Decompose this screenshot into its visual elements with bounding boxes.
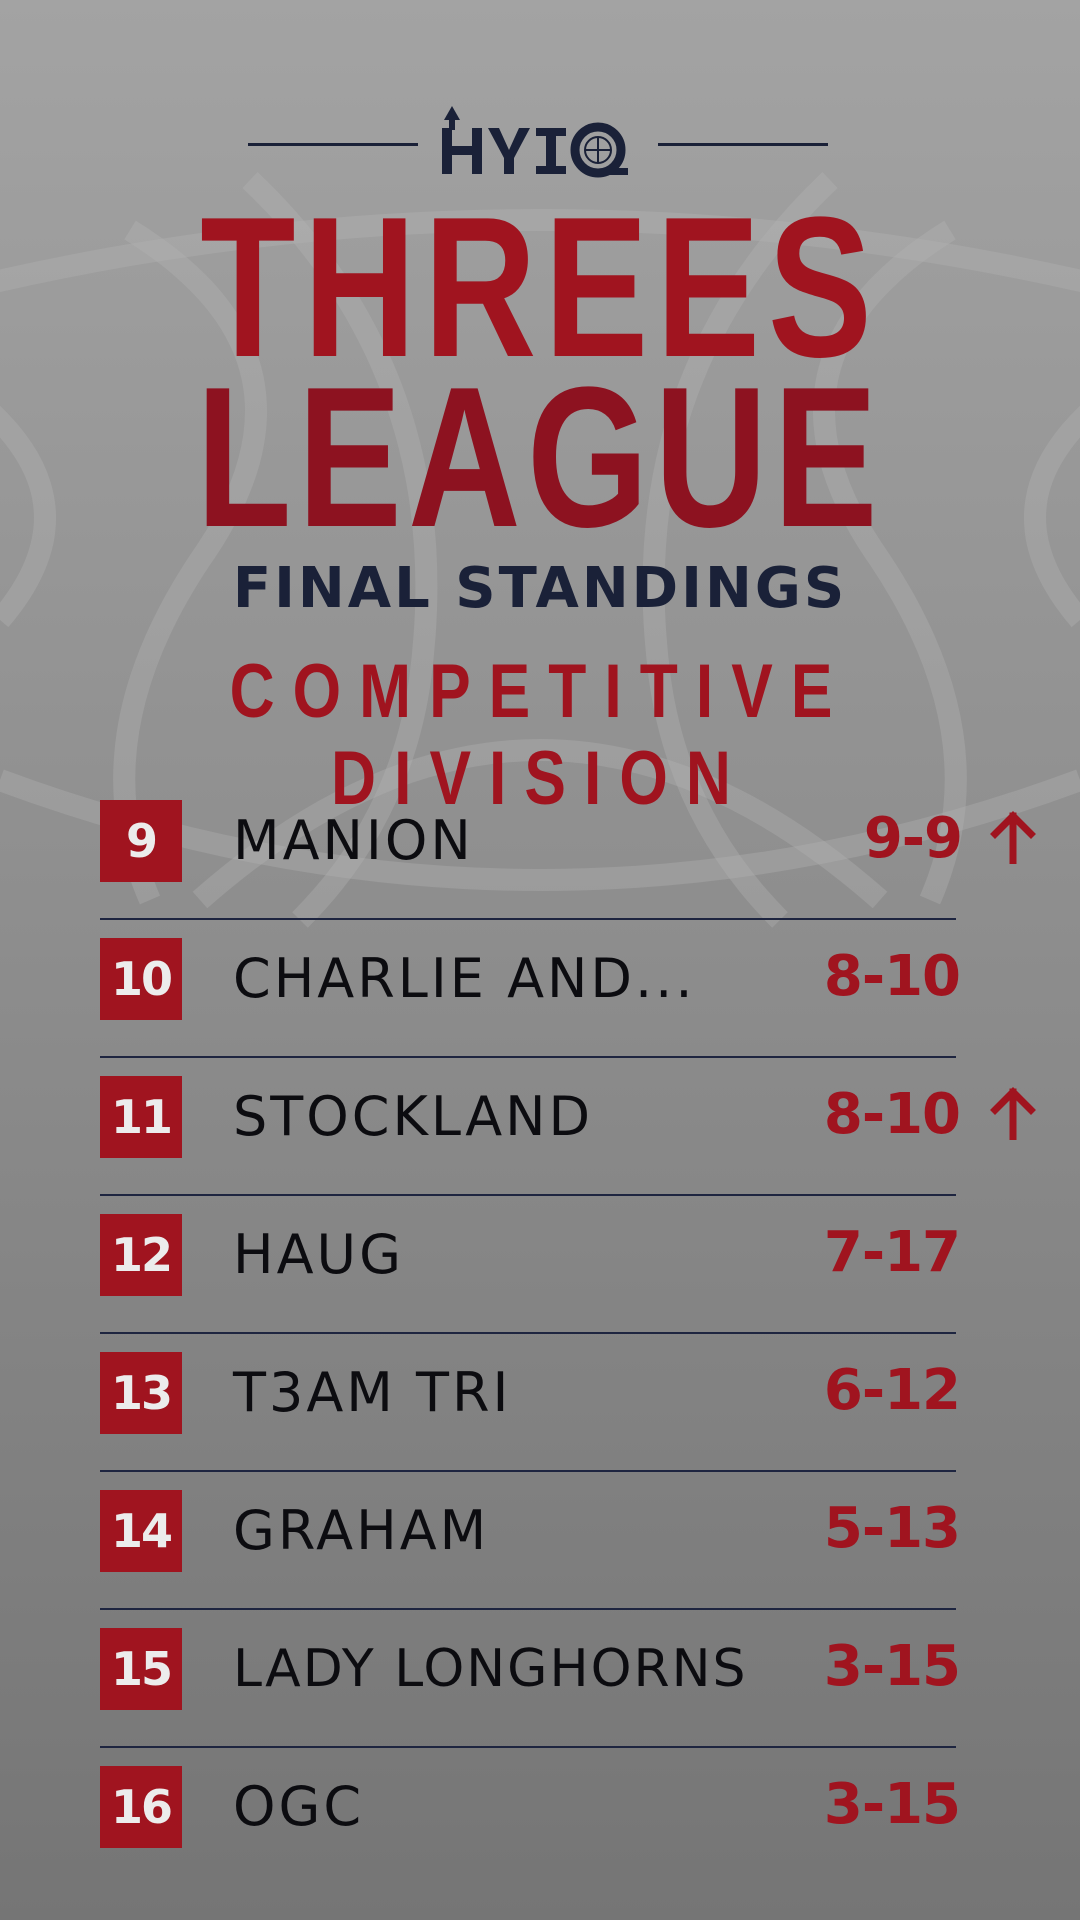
team-record: 9-9	[863, 806, 963, 871]
team-name: GRAHAM	[233, 1499, 490, 1562]
team-record: 8-10	[823, 944, 961, 1009]
team-name: OGC	[233, 1775, 365, 1838]
logo-divider-right	[658, 143, 828, 146]
hyiq-logo-icon	[442, 106, 628, 178]
team-record: 7-17	[823, 1220, 961, 1285]
rank-badge: 12	[100, 1214, 182, 1296]
standings-row: 16 OGC 3-15	[100, 1746, 961, 1884]
rank-badge: 16	[100, 1766, 182, 1848]
brand-logo	[248, 100, 828, 180]
rank-badge: 11	[100, 1076, 182, 1158]
team-name: T3AM TRI	[233, 1361, 512, 1424]
division-heading: COMPETITIVE DIVISION	[229, 649, 851, 821]
team-name: CHARLIE AND...	[233, 947, 696, 1010]
rank-badge: 9	[100, 800, 182, 882]
team-record: 3-15	[823, 1772, 961, 1837]
team-name: LADY LONGHORNS	[233, 1639, 748, 1699]
standings-row: 11 STOCKLAND 8-10	[100, 1056, 1036, 1196]
team-name: HAUG	[233, 1223, 404, 1286]
standings-row: 13 T3AM TRI 6-12	[100, 1332, 961, 1472]
team-record: 5-13	[823, 1496, 961, 1561]
title-threes: THREES	[200, 176, 880, 399]
standings-row: 9 MANION 9-9	[100, 780, 1036, 920]
rank-badge: 10	[100, 938, 182, 1020]
team-name: STOCKLAND	[233, 1085, 594, 1148]
rank-badge: 14	[100, 1490, 182, 1572]
final-standings-subtitle: FINAL STANDINGS	[232, 556, 848, 621]
team-record: 8-10	[823, 1082, 961, 1147]
standings-row: 12 HAUG 7-17	[100, 1194, 961, 1334]
up-arrow-icon	[990, 811, 1036, 864]
rank-badge: 15	[100, 1628, 182, 1710]
up-arrow-icon	[990, 1087, 1036, 1140]
rank-badge: 13	[100, 1352, 182, 1434]
team-name: MANION	[233, 809, 474, 872]
standings-row: 10 CHARLIE AND... 8-10	[100, 918, 961, 1058]
team-record: 6-12	[823, 1358, 961, 1423]
logo-divider-left	[248, 143, 418, 146]
team-record: 3-15	[823, 1634, 961, 1699]
title-league: LEAGUE	[196, 346, 884, 569]
standings-row: 14 GRAHAM 5-13	[100, 1470, 961, 1610]
standings-row: 15 LADY LONGHORNS 3-15	[100, 1608, 961, 1748]
